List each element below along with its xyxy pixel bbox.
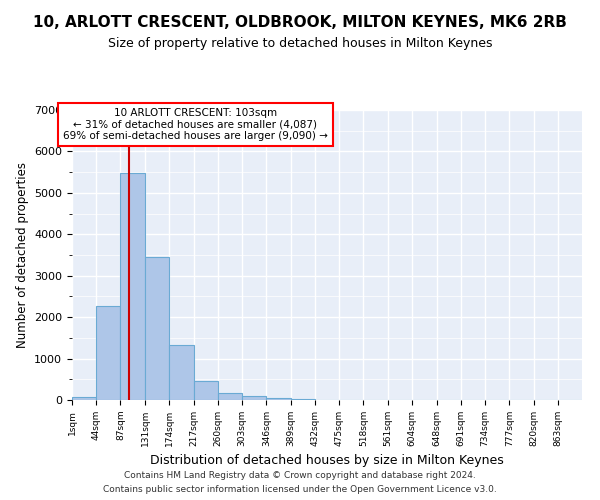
Y-axis label: Number of detached properties: Number of detached properties xyxy=(16,162,29,348)
Text: Contains HM Land Registry data © Crown copyright and database right 2024.: Contains HM Land Registry data © Crown c… xyxy=(124,472,476,480)
Text: 10, ARLOTT CRESCENT, OLDBROOK, MILTON KEYNES, MK6 2RB: 10, ARLOTT CRESCENT, OLDBROOK, MILTON KE… xyxy=(33,15,567,30)
Text: 10 ARLOTT CRESCENT: 103sqm
← 31% of detached houses are smaller (4,087)
69% of s: 10 ARLOTT CRESCENT: 103sqm ← 31% of deta… xyxy=(63,108,328,141)
Bar xyxy=(169,346,194,400)
X-axis label: Distribution of detached houses by size in Milton Keynes: Distribution of detached houses by size … xyxy=(150,454,504,468)
Bar xyxy=(290,398,315,400)
Bar xyxy=(121,174,145,400)
Bar xyxy=(194,380,218,400)
Bar xyxy=(218,394,242,400)
Text: Contains public sector information licensed under the Open Government Licence v3: Contains public sector information licen… xyxy=(103,484,497,494)
Bar xyxy=(96,306,121,400)
Bar xyxy=(72,396,96,400)
Text: Size of property relative to detached houses in Milton Keynes: Size of property relative to detached ho… xyxy=(108,38,492,51)
Bar xyxy=(266,398,290,400)
Bar xyxy=(242,396,266,400)
Bar xyxy=(145,257,169,400)
